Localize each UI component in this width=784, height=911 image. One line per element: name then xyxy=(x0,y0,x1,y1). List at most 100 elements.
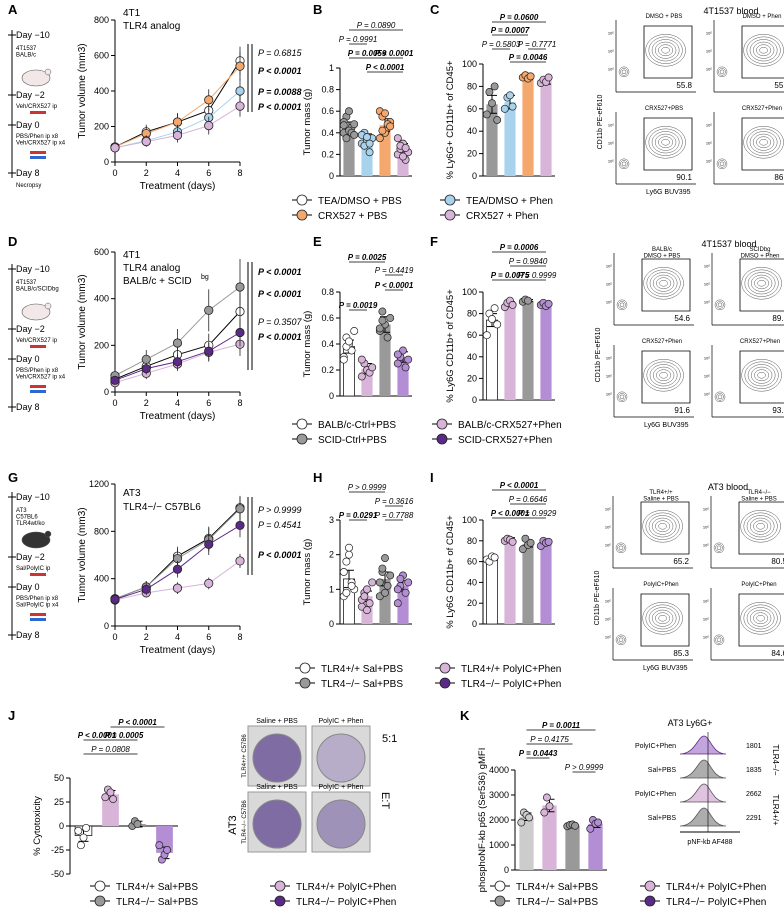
data-point xyxy=(506,91,514,100)
syringe-icon xyxy=(30,385,46,388)
stat-B: P = 0.0059 xyxy=(348,49,387,58)
flow-tick: 10⁵ xyxy=(706,30,712,35)
data-point xyxy=(381,554,389,563)
flow-contour xyxy=(655,612,671,625)
flow-plot-label: DMSO + Phen xyxy=(743,14,782,20)
y-tick-label: 600 xyxy=(94,51,109,61)
data-point xyxy=(345,107,353,116)
flow-contour xyxy=(651,609,674,627)
flow-tick: 10⁵ xyxy=(608,140,614,145)
y-tick-label: 2000 xyxy=(489,815,509,825)
data-point xyxy=(141,364,151,374)
flow-contour xyxy=(746,607,775,630)
flow-contour xyxy=(713,542,725,554)
flow-contour xyxy=(642,601,683,635)
mouse-ear-icon xyxy=(44,302,52,310)
flow-plot-label: PolyIC+Phen xyxy=(643,582,678,588)
syringe-icon xyxy=(30,573,46,576)
flow-gate-percent: 93.1 xyxy=(772,406,784,415)
y-tick-label: -50 xyxy=(51,869,64,879)
y-tick-label: 200 xyxy=(94,122,109,132)
data-point xyxy=(586,824,595,833)
flow-contour xyxy=(716,66,728,78)
data-point xyxy=(235,61,245,71)
flow-contour xyxy=(646,361,681,389)
stat-H: P = 0.0291 xyxy=(339,511,378,520)
bar xyxy=(486,104,498,176)
y-tick-label: 60 xyxy=(467,557,477,567)
flow-contour xyxy=(716,158,728,170)
flow-contour xyxy=(618,158,630,170)
data-point xyxy=(526,538,535,547)
flow-tick: 10⁵ xyxy=(706,122,712,127)
timeline-day: Day 0 xyxy=(16,120,40,130)
stat-I: P = 0.6646 xyxy=(509,495,548,504)
timeline-day: Day −10 xyxy=(16,492,50,502)
flow-contour xyxy=(741,266,782,300)
flow-contour xyxy=(619,302,625,308)
flow-gate-percent: 55.8 xyxy=(676,81,692,90)
bar xyxy=(542,805,557,870)
y-tick-label: 0 xyxy=(104,387,109,397)
flow-contour xyxy=(621,161,627,167)
flow-gate xyxy=(739,258,784,312)
flow-tick: 10⁵ xyxy=(704,355,710,360)
data-point xyxy=(204,539,214,549)
y-axis-label: Tumor volume (mm3) xyxy=(77,274,88,369)
well-label: PolyIC + Phen xyxy=(319,718,364,725)
data-point xyxy=(508,537,517,546)
data-point xyxy=(106,788,115,797)
flow-plot-label: TLR4+/+ Saline + PBS xyxy=(643,490,679,503)
flow-gate xyxy=(741,25,784,79)
y-axis-label: phosphoNF-kb p65 (Ser536) gMFI xyxy=(477,748,488,893)
stat-H: P = 0.7788 xyxy=(375,511,414,520)
flow-contour xyxy=(649,272,678,295)
data-point xyxy=(396,574,405,583)
legend-swatch xyxy=(274,895,286,907)
flow-contour xyxy=(757,371,766,379)
legend-label-GI: TLR4−/− PolyIC+Phen xyxy=(461,679,561,690)
y-tick-label: 0.4 xyxy=(321,339,334,349)
stat-D: P = 0.3507 xyxy=(258,317,302,327)
data-point xyxy=(490,82,499,91)
data-point xyxy=(544,299,553,308)
y-tick-label: 0 xyxy=(504,865,509,875)
ratio-label: 5:1 xyxy=(382,733,397,745)
flow-contour xyxy=(756,136,772,149)
flow-contour xyxy=(744,269,779,297)
data-point xyxy=(82,823,91,832)
flow-contour xyxy=(714,391,726,403)
y-tick-label: 1200 xyxy=(89,479,109,489)
data-point xyxy=(378,316,387,325)
y-axis-label: % Ly6G CD11b+ of CD45+ xyxy=(445,515,456,629)
flow-tick: 10⁵ xyxy=(606,281,612,286)
bar xyxy=(504,102,516,176)
flow-contour xyxy=(643,266,684,300)
data-point xyxy=(378,564,387,573)
flow-title: AT3 blood xyxy=(708,482,748,492)
y-tick-label: 400 xyxy=(94,86,109,96)
data-point xyxy=(110,375,120,385)
stat-G: P = 0.4541 xyxy=(258,520,301,530)
data-point xyxy=(393,134,402,143)
panel-letter-F: F xyxy=(430,234,438,249)
drug-label: TLR4 analog xyxy=(123,263,180,274)
model-label: 4T1 xyxy=(123,250,141,261)
flow-contour xyxy=(615,634,627,646)
panel-letter-A: A xyxy=(8,2,18,17)
data-point xyxy=(375,324,384,333)
data-point xyxy=(401,588,410,597)
panel-letter-E: E xyxy=(313,234,322,249)
flow-contour xyxy=(715,544,723,552)
hist-value: 1801 xyxy=(746,743,762,750)
data-point xyxy=(339,568,348,576)
stat-C: P = 0.0600 xyxy=(500,13,539,22)
flow-contour xyxy=(616,299,628,311)
data-point xyxy=(482,110,491,119)
data-point xyxy=(404,355,413,364)
x-tick-label: 2 xyxy=(144,632,149,642)
x-tick-label: 8 xyxy=(237,632,242,642)
x-tick-label: 8 xyxy=(237,398,242,408)
drug-label: TLR4 analog xyxy=(123,21,180,32)
y-tick-label: 0.8 xyxy=(321,85,334,95)
